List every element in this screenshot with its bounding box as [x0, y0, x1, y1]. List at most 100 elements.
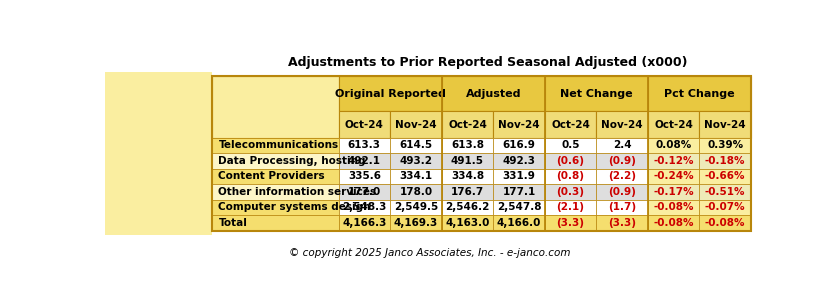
Text: 614.5: 614.5: [400, 140, 432, 150]
FancyBboxPatch shape: [391, 153, 442, 169]
Text: Telecommunications: Telecommunications: [219, 140, 339, 150]
FancyBboxPatch shape: [212, 169, 339, 184]
Text: Nov-24: Nov-24: [498, 119, 540, 130]
FancyBboxPatch shape: [545, 137, 597, 153]
Text: 613.8: 613.8: [451, 140, 484, 150]
Text: 4,169.3: 4,169.3: [394, 218, 438, 228]
FancyBboxPatch shape: [700, 184, 751, 200]
Text: Other information services: Other information services: [219, 187, 376, 197]
Text: (0.9): (0.9): [608, 156, 636, 166]
Text: 177.1: 177.1: [502, 187, 535, 197]
FancyBboxPatch shape: [648, 215, 700, 231]
FancyBboxPatch shape: [648, 137, 700, 153]
FancyBboxPatch shape: [648, 184, 700, 200]
Text: 493.2: 493.2: [400, 156, 432, 166]
Text: -0.24%: -0.24%: [654, 171, 694, 181]
FancyBboxPatch shape: [442, 215, 494, 231]
FancyBboxPatch shape: [648, 153, 700, 169]
Text: 2,549.5: 2,549.5: [394, 202, 438, 212]
FancyBboxPatch shape: [700, 153, 751, 169]
FancyBboxPatch shape: [339, 184, 391, 200]
FancyBboxPatch shape: [597, 153, 648, 169]
Text: Computer systems design: Computer systems design: [219, 202, 371, 212]
FancyBboxPatch shape: [212, 76, 339, 137]
FancyBboxPatch shape: [700, 112, 751, 137]
Text: 2,546.2: 2,546.2: [445, 202, 489, 212]
FancyBboxPatch shape: [339, 76, 442, 112]
Text: -0.66%: -0.66%: [705, 171, 746, 181]
FancyBboxPatch shape: [494, 169, 545, 184]
Text: 2.4: 2.4: [613, 140, 631, 150]
Text: 2,548.3: 2,548.3: [342, 202, 386, 212]
FancyBboxPatch shape: [339, 153, 391, 169]
Text: Nov-24: Nov-24: [705, 119, 746, 130]
FancyBboxPatch shape: [597, 184, 648, 200]
Text: Nov-24: Nov-24: [602, 119, 643, 130]
FancyBboxPatch shape: [212, 153, 339, 169]
FancyBboxPatch shape: [648, 169, 700, 184]
Text: 616.9: 616.9: [503, 140, 535, 150]
FancyBboxPatch shape: [494, 200, 545, 215]
FancyBboxPatch shape: [442, 153, 494, 169]
Text: 334.1: 334.1: [400, 171, 432, 181]
FancyBboxPatch shape: [648, 200, 700, 215]
Text: 613.3: 613.3: [348, 140, 380, 150]
Text: 4,166.0: 4,166.0: [497, 218, 541, 228]
FancyBboxPatch shape: [597, 137, 648, 153]
FancyBboxPatch shape: [391, 184, 442, 200]
FancyBboxPatch shape: [391, 112, 442, 137]
FancyBboxPatch shape: [545, 200, 597, 215]
FancyBboxPatch shape: [597, 200, 648, 215]
FancyBboxPatch shape: [700, 215, 751, 231]
Text: 4,163.0: 4,163.0: [445, 218, 489, 228]
Text: (3.3): (3.3): [556, 218, 585, 228]
FancyBboxPatch shape: [442, 184, 494, 200]
FancyBboxPatch shape: [442, 76, 545, 112]
FancyBboxPatch shape: [700, 137, 751, 153]
Text: 335.6: 335.6: [348, 171, 380, 181]
Text: 2,547.8: 2,547.8: [497, 202, 541, 212]
FancyBboxPatch shape: [391, 200, 442, 215]
Text: 0.5: 0.5: [561, 140, 580, 150]
FancyBboxPatch shape: [494, 137, 545, 153]
FancyBboxPatch shape: [339, 215, 391, 231]
FancyBboxPatch shape: [648, 112, 700, 137]
FancyBboxPatch shape: [391, 215, 442, 231]
FancyBboxPatch shape: [442, 137, 494, 153]
Text: 177.0: 177.0: [348, 187, 381, 197]
FancyBboxPatch shape: [105, 72, 212, 235]
Text: Data Processing, hosting: Data Processing, hosting: [219, 156, 366, 166]
FancyBboxPatch shape: [700, 169, 751, 184]
FancyBboxPatch shape: [494, 215, 545, 231]
FancyBboxPatch shape: [339, 112, 391, 137]
FancyBboxPatch shape: [494, 184, 545, 200]
Text: 0.08%: 0.08%: [655, 140, 691, 150]
Text: -0.08%: -0.08%: [654, 202, 694, 212]
FancyBboxPatch shape: [442, 200, 494, 215]
Text: 492.1: 492.1: [348, 156, 380, 166]
Text: Adjustments to Prior Reported Seasonal Adjusted (x000): Adjustments to Prior Reported Seasonal A…: [288, 56, 688, 70]
FancyBboxPatch shape: [391, 137, 442, 153]
Text: (0.8): (0.8): [556, 171, 585, 181]
FancyBboxPatch shape: [545, 215, 597, 231]
Text: -0.12%: -0.12%: [654, 156, 694, 166]
Text: -0.07%: -0.07%: [705, 202, 746, 212]
Text: (0.3): (0.3): [556, 187, 585, 197]
FancyBboxPatch shape: [212, 200, 339, 215]
FancyBboxPatch shape: [391, 169, 442, 184]
FancyBboxPatch shape: [442, 112, 494, 137]
Text: -0.08%: -0.08%: [654, 218, 694, 228]
Text: © copyright 2025 Janco Associates, Inc. - e-janco.com: © copyright 2025 Janco Associates, Inc. …: [289, 248, 570, 258]
FancyBboxPatch shape: [597, 112, 648, 137]
FancyBboxPatch shape: [442, 169, 494, 184]
FancyBboxPatch shape: [700, 200, 751, 215]
Text: 4,166.3: 4,166.3: [342, 218, 386, 228]
FancyBboxPatch shape: [648, 76, 751, 112]
Text: 492.3: 492.3: [503, 156, 535, 166]
Text: 0.39%: 0.39%: [707, 140, 743, 150]
FancyBboxPatch shape: [545, 76, 648, 112]
Text: -0.51%: -0.51%: [705, 187, 746, 197]
Text: 331.9: 331.9: [503, 171, 535, 181]
Text: 178.0: 178.0: [400, 187, 432, 197]
Text: 334.8: 334.8: [451, 171, 484, 181]
